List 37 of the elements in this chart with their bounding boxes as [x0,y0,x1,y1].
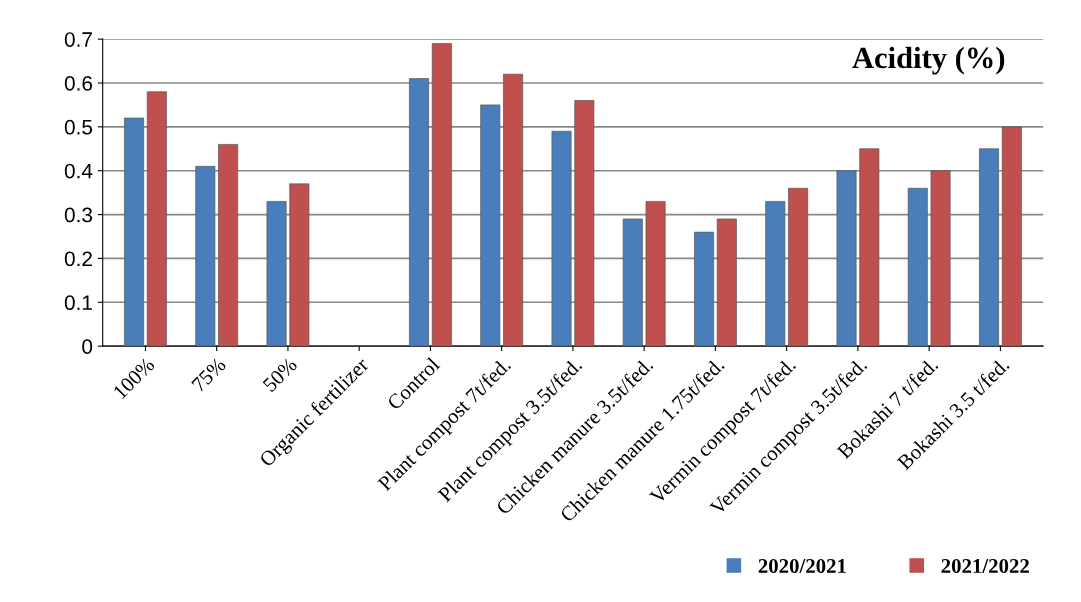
legend-label: 2020/2021 [758,558,846,573]
y-tick-label: 0.6 [64,75,93,91]
chart-title: Acidity (%) [852,46,1005,75]
bar [859,148,880,347]
bar [480,104,501,347]
bar [431,43,452,347]
bar [218,144,239,347]
bar [788,187,809,347]
x-tick-label: 75% [191,356,227,393]
bar [645,201,666,347]
bar [195,165,216,347]
y-tick-label: 0.4 [64,163,93,179]
bar [622,218,643,347]
bar [979,148,999,347]
bar [574,100,595,347]
bar [146,91,167,347]
bar [907,187,928,347]
legend-label: 2021/2022 [941,558,1029,573]
y-tick-label: 0 [82,339,93,354]
y-tick-label: 0.1 [64,295,92,311]
y-tick-label: 0.7 [64,32,92,47]
bar [716,218,737,347]
bar [124,117,145,347]
bar [930,170,951,347]
bar [289,183,310,347]
bar [765,201,786,347]
bar [409,78,429,347]
bar [836,170,857,347]
y-tick-label: 0.5 [64,119,93,135]
bar [551,130,572,347]
bar [1001,126,1022,347]
y-tick-label: 0.2 [64,251,92,267]
bar [694,231,714,347]
y-tick-label: 0.3 [64,207,93,223]
x-tick-label: 50% [262,356,298,393]
bar [503,73,524,347]
bar [266,201,287,347]
